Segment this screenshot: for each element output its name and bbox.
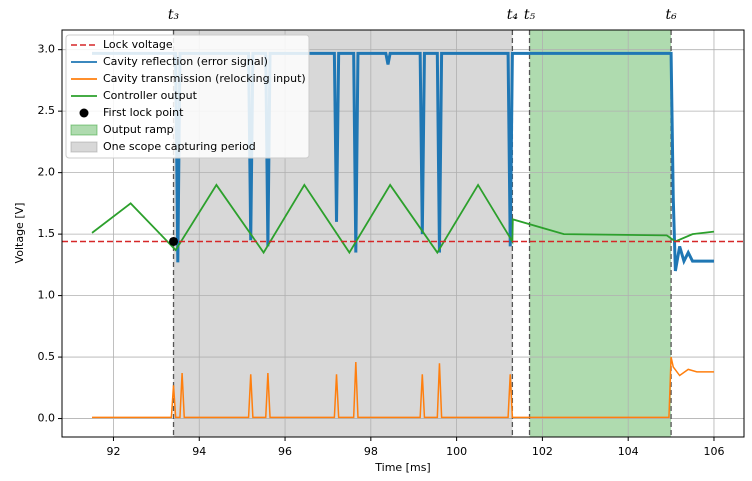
legend-label: One scope capturing period [103,140,256,153]
series-line [92,356,714,419]
y-tick-label: 3.0 [38,43,56,56]
legend-label: Cavity transmission (relocking input) [103,72,306,85]
x-tick-label: 106 [703,445,724,458]
x-tick-label: 96 [278,445,292,458]
vline-label: t₄ [507,7,519,23]
y-tick-label: 2.5 [38,104,56,117]
x-tick-label: 104 [618,445,639,458]
legend-swatch [79,108,89,118]
legend-box [65,34,310,159]
legend-label: Cavity reflection (error signal) [103,55,268,68]
series-line [91,183,715,255]
y-tick-label: 0.0 [38,412,56,425]
y-tick-label: 0.5 [38,350,56,363]
vline-label: t₆ [665,7,677,23]
legend: Lock voltage Cavity reflection (error sig… [65,34,310,159]
legend-label: First lock point [103,106,184,119]
x-tick-label: 94 [192,445,206,458]
legend-swatch [70,141,98,153]
vline-label: t₃ [168,7,180,23]
vline-label: t₅ [524,7,536,23]
span [529,30,672,437]
y-tick-label: 1.0 [38,289,56,302]
y-tick-label: 2.0 [38,166,56,179]
legend-label: Lock voltage [103,38,173,51]
y-tick-label: 1.5 [38,227,56,240]
x-tick-label: 100 [446,445,467,458]
x-tick-label: 102 [532,445,553,458]
x-axis-label: Time [ms] [374,461,430,474]
legend-label: Output ramp [103,123,174,136]
x-tick-label: 98 [364,445,378,458]
x-tick-label: 92 [106,445,120,458]
legend-swatch [70,124,98,136]
point [169,236,179,246]
y-axis-label: Voltage [V] [13,203,26,264]
legend-label: Controller output [103,89,198,102]
plot-frame [61,29,745,438]
